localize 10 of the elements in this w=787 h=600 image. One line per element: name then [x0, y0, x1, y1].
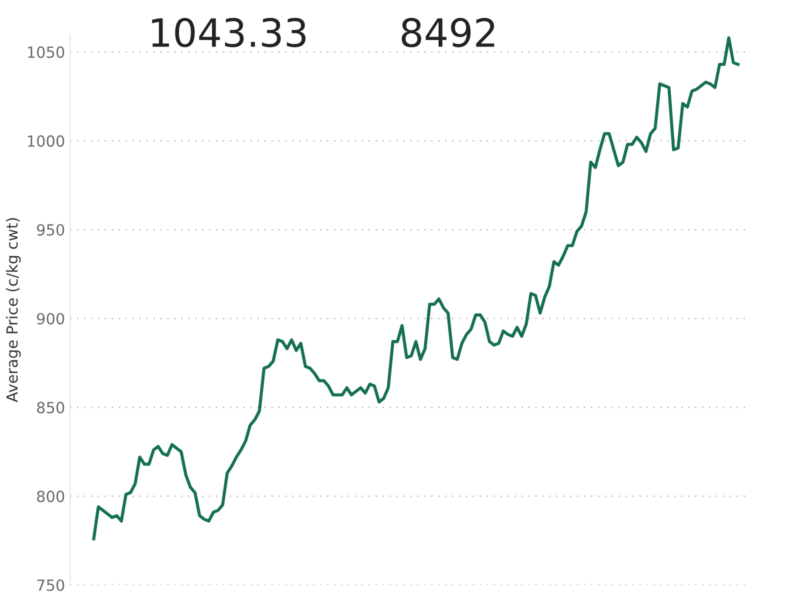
annotation: 8492: [402, 18, 494, 48]
y-tick-label: 950: [36, 224, 64, 236]
y-tick-label: 800: [37, 490, 64, 502]
annotation: 1043.33: [152, 18, 306, 48]
y-tick-label: 750: [37, 579, 64, 592]
y-tick-label: 850: [37, 402, 64, 414]
y-axis-title: Average Price (c/kg cwt): [6, 218, 21, 402]
y-tick-label: 1000: [28, 135, 64, 147]
y-tick-label: 1050: [28, 46, 64, 58]
y-tick-label: 900: [36, 312, 64, 325]
